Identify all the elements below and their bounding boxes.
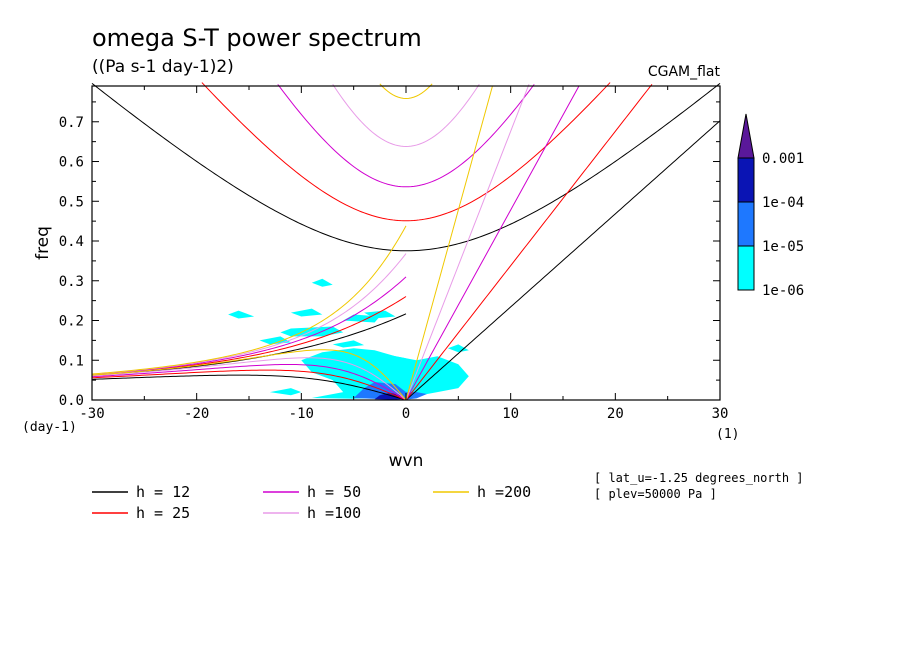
colorbar-label: 1e-04 (762, 195, 804, 211)
rossby-curve (91, 363, 407, 401)
y-tick-label: 0.0 (59, 393, 84, 409)
legend: h = 12 h = 25 h = 50 h =100 h =200 (92, 483, 531, 522)
y-tick-label: 0.3 (59, 274, 84, 290)
legend-label: h = 12 (136, 483, 190, 501)
case-label: CGAM_flat (648, 64, 721, 80)
rossby-curve (91, 357, 407, 401)
legend-label: h =200 (477, 483, 531, 501)
colorbar-swatch (737, 245, 755, 291)
x-unit-label: (1) (716, 427, 739, 442)
kelvin-curve (405, 83, 653, 401)
gravity-curve (379, 83, 433, 100)
legend-label: h = 25 (136, 504, 190, 522)
legend-label: h = 50 (307, 483, 361, 501)
level-annotation: [ plev=50000 Pa ] (594, 487, 717, 501)
kelvin-curve (405, 86, 493, 401)
kelvin-curve (405, 86, 580, 401)
y-tick-label: 0.2 (59, 314, 84, 330)
chart-subtitle: ((Pa s-1 day-1)2) (92, 57, 234, 77)
colorbar-label: 1e-06 (762, 283, 804, 299)
x-tick-label: -20 (184, 406, 209, 422)
power-contour-1e-06 (364, 354, 406, 363)
gravity-curve (277, 84, 535, 188)
x-axis-label: wvn (389, 451, 424, 471)
power-contours (228, 278, 469, 400)
y-unit-label: (day-1) (22, 420, 77, 435)
gravity-curve (91, 82, 721, 252)
x-axis: -30 -20 -10 0 10 20 30 (79, 86, 728, 422)
plot-frame (91, 85, 721, 401)
colorbar-label: 1e-05 (762, 239, 804, 255)
power-contour-1e-06 (301, 348, 469, 399)
x-tick-label: -30 (79, 406, 104, 422)
rossby-curve (91, 374, 407, 401)
x-tick-label: 0 (402, 406, 410, 422)
gravity-curve (332, 84, 480, 147)
dispersion-curves (91, 82, 721, 401)
gravity-curve (201, 82, 611, 222)
power-contour-1e-06 (228, 310, 255, 319)
rossby-curve (91, 369, 407, 401)
y-tick-label: 0.4 (59, 234, 84, 250)
rossby-curve (91, 349, 407, 401)
y-axis-label: freq (33, 226, 53, 260)
power-contour-1e-06 (269, 388, 302, 396)
colorbar-extension (737, 113, 755, 159)
x-tick-label: 20 (607, 406, 624, 422)
y-tick-label: 0.7 (59, 115, 84, 131)
kelvin-curve (405, 120, 721, 401)
y-axis: 0.0 0.1 0.2 0.3 0.4 0.5 0.6 0.7 (59, 101, 720, 409)
mrg-curve (91, 225, 407, 375)
power-contour-1e-06 (290, 308, 323, 317)
colorbar-swatch (737, 157, 755, 203)
power-contour-1e-06 (311, 278, 333, 287)
latitude-annotation: [ lat_u=-1.25 degrees_north ] (594, 471, 804, 485)
y-tick-label: 0.6 (59, 155, 84, 171)
x-tick-label: 10 (502, 406, 519, 422)
colorbar: 0.001 1e-04 1e-05 1e-06 (737, 113, 804, 299)
y-tick-label: 0.1 (59, 353, 84, 369)
kelvin-curve (405, 84, 530, 401)
chart-title: omega S-T power spectrum (92, 24, 422, 52)
x-tick-label: 30 (712, 406, 729, 422)
y-tick-label: 0.5 (59, 194, 84, 210)
mrg-curve (91, 276, 407, 376)
colorbar-swatch (737, 201, 755, 247)
x-tick-label: -10 (289, 406, 314, 422)
legend-label: h =100 (307, 504, 361, 522)
colorbar-label: 0.001 (762, 151, 804, 167)
power-contour-1e-06 (447, 344, 469, 353)
power-contour-1e-06 (332, 340, 365, 348)
